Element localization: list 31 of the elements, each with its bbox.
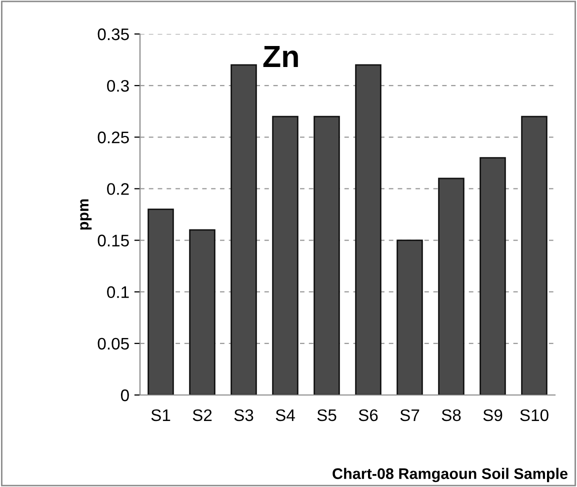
chart-title: Zn <box>263 46 298 67</box>
x-tick-label: S7 <box>400 409 420 422</box>
x-tick-label: S4 <box>276 409 295 422</box>
bar <box>272 116 298 395</box>
x-tick-label: S2 <box>192 409 212 422</box>
x-tick-label: S9 <box>483 409 502 422</box>
x-tick-label: S6 <box>358 409 378 422</box>
x-tick-label: S5 <box>317 409 336 422</box>
x-tick-label: S1 <box>151 409 170 422</box>
x-axis-title: Chart-08 Ramgaoun Soil Sample <box>332 468 568 482</box>
bar <box>438 178 464 395</box>
y-axis-title: ppm <box>80 199 92 230</box>
y-tick-label: 0.3 <box>107 80 129 92</box>
x-tick-label: S10 <box>520 409 548 422</box>
y-tick-label: 0 <box>120 389 129 402</box>
bar <box>521 116 548 395</box>
bar <box>480 157 506 395</box>
bar <box>148 208 174 395</box>
bar <box>314 116 340 395</box>
x-tick-label: S8 <box>442 409 461 422</box>
y-tick-label: 0.1 <box>107 286 129 298</box>
y-tick-label: 0.25 <box>98 132 129 144</box>
y-tick-label: 0.2 <box>107 183 129 195</box>
bar <box>396 240 423 395</box>
y-tick-label: 0.15 <box>98 234 129 246</box>
bar <box>355 64 382 395</box>
bar <box>230 64 257 395</box>
y-tick-label: 0.35 <box>98 28 129 40</box>
y-tick-label: 0.05 <box>98 338 129 350</box>
bar <box>189 229 216 395</box>
x-tick-label: S3 <box>234 409 254 422</box>
